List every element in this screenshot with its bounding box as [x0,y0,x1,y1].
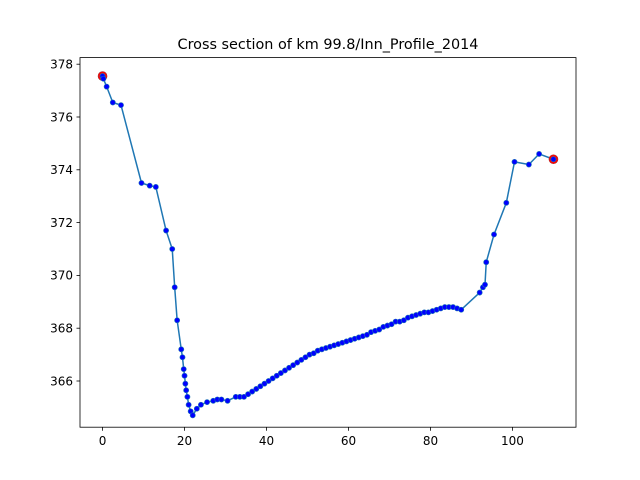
data-point [376,326,383,333]
data-point [282,367,288,374]
data-point [265,378,272,384]
data-point [198,401,204,408]
data-point [364,331,370,338]
data-point [180,366,187,373]
data-point [241,393,247,400]
data-point [476,289,483,296]
data-point [245,391,251,398]
data-point [179,354,186,361]
x-tick-label: 80 [423,434,438,448]
data-point [310,350,317,357]
data-point [204,399,210,406]
data-point [109,99,116,106]
data-point [483,259,490,266]
data-point [388,321,395,328]
y-tick-label: 366 [50,374,73,388]
x-tick-label: 100 [501,434,524,448]
x-tick-label: 20 [177,434,192,448]
x-tick-label: 40 [259,434,274,448]
data-point [152,184,159,190]
data-point [503,199,510,206]
data-point [181,372,188,379]
x-tick-label: 0 [99,434,107,448]
data-point [163,227,169,234]
data-point [400,317,407,324]
data-point [183,387,190,394]
y-tick-label: 372 [50,216,73,230]
y-tick-label: 376 [50,110,73,124]
data-point [277,370,284,376]
data-point [178,346,185,353]
chart-title: Cross section of km 99.8/Inn_Profile_201… [178,37,479,53]
data-point [458,306,465,313]
x-axis: 0 20 40 60 80 100 [99,427,524,448]
data-point [550,156,557,163]
y-axis: 366 368 370 372 374 376 378 [50,58,80,388]
data-point [269,375,276,382]
y-tick-label: 370 [50,269,73,283]
y-tick-label: 378 [50,58,73,72]
plot-area [97,71,559,419]
data-point [253,386,260,392]
data-point [261,380,268,387]
data-point [290,362,297,369]
data-point [182,380,189,387]
data-point [100,75,107,82]
data-point [482,281,488,288]
data-point [193,405,200,412]
data-point [169,246,176,252]
data-point [257,383,264,390]
data-point [294,359,301,366]
data-point [511,158,518,165]
data-point [138,180,145,186]
data-point [171,284,178,291]
data-point [174,317,181,324]
data-point [302,354,309,361]
data-point [536,151,543,157]
data-point [273,372,280,379]
data-point [298,356,305,363]
data-point [218,396,225,403]
data-point [525,161,532,168]
y-tick-label: 374 [50,163,73,177]
data-point [189,412,196,419]
data-point [103,83,110,90]
data-point [491,231,497,238]
data-point [249,388,256,395]
x-tick-label: 60 [341,434,356,448]
y-tick-label: 368 [50,322,73,336]
data-point [185,401,192,408]
data-point [286,364,292,371]
data-point [184,393,191,400]
data-point [118,102,124,109]
data-point [146,182,153,189]
data-point [224,397,231,404]
axes-frame [79,57,577,428]
